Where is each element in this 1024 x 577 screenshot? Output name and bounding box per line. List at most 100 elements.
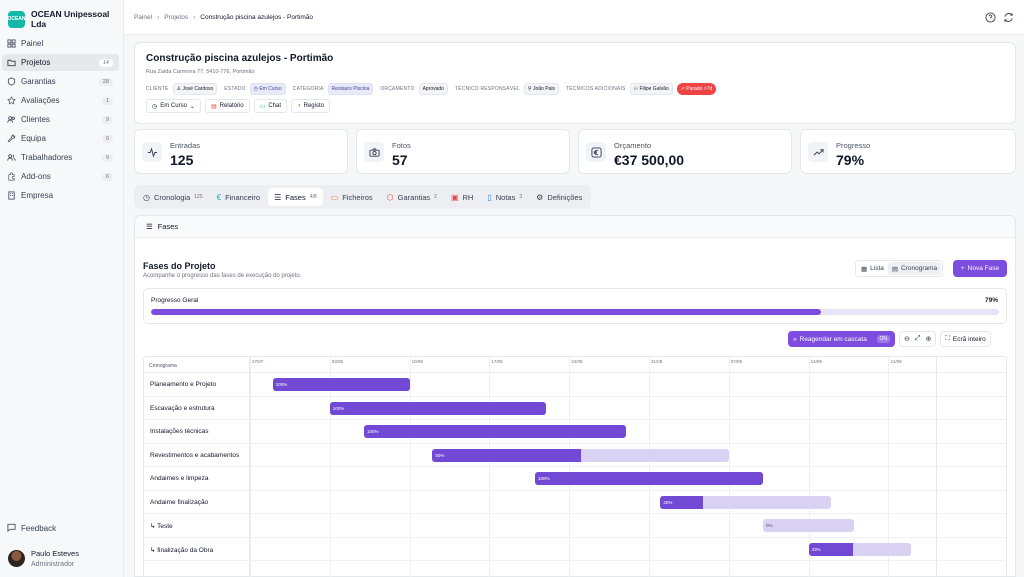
tab-ficheiros[interactable]: ▭ Ficheiros [325,188,379,206]
additional-tech-chip[interactable]: ⚇ Filipe Galvão [629,83,673,95]
gantt-row[interactable]: Revestimentos e acabamentos 50% [144,444,1006,467]
sidebar-item-add-ons[interactable]: Add-ons 6 [2,168,119,185]
stat-value: 125 [170,152,194,168]
zoom-out-icon[interactable]: ⊖ [904,336,910,343]
cascade-reschedule-toggle[interactable]: » Reagendar em cascata ON [788,331,895,347]
meta-label-tecnico: TÉCNICO RESPONSÁVEL [454,86,520,92]
main-content: Construção piscina azulejos - Portimão R… [124,35,1024,577]
expand-icon: ⛶ [945,335,950,342]
log-button[interactable]: ◑ Registo [291,99,330,113]
tab-label: Cronologia [153,192,191,202]
sidebar-item-projetos[interactable]: Projetos 14 [2,54,119,71]
breadcrumb-projetos[interactable]: Projetos [164,14,189,21]
sidebar-item-trabalhadores[interactable]: Trabalhadores 9 [2,149,119,166]
gantt-toolbar: » Reagendar em cascata ON ⊖ ⤢ ⊕ ⛶ Ecrã in… [788,331,991,347]
gantt-row-label: ↳ Teste [150,523,173,530]
brand[interactable]: OCEAN OCEAN Unipessoal Lda [7,9,123,29]
refresh-icon[interactable] [1003,12,1014,25]
tab-financeiro[interactable]: € Financeiro [211,188,266,206]
gantt-bar[interactable]: 25% [660,495,832,509]
trending-up-icon [808,142,828,162]
sidebar-item-clientes[interactable]: Clientes 9 [2,111,119,128]
fullscreen-button[interactable]: ⛶ Ecrã inteiro [940,331,991,347]
fit-icon[interactable]: ⤢ [914,335,921,342]
tab-garantias[interactable]: ⬡ Garantias 2 [381,188,443,206]
message-icon [7,523,16,534]
chat-button[interactable]: ▭ Chat [253,99,287,113]
view-list-button[interactable]: ▦ Lista [857,262,888,275]
gantt-date-label: 21/09 [890,359,902,364]
sidebar-item-label: Painel [21,39,44,48]
phases-panel: ☰ Fases Fases do Projeto Acompanhe o pro… [134,215,1016,577]
gantt-date-label: 03/08 [331,359,344,364]
sidebar-item-avaliacoes[interactable]: Avaliações 1 [2,92,119,109]
panel-header: ☰ Fases [135,216,1015,238]
gantt-bar[interactable]: 100% [364,425,627,438]
status-value: Em Curso [259,86,282,92]
user-profile[interactable]: Paulo Esteves Administrador [8,549,79,568]
cascade-icon: » [793,335,797,343]
gantt-row[interactable]: Instalações técnicas 100% [144,420,1006,444]
tab-definicoes[interactable]: ⚙ Definições [530,188,588,206]
status-chip: ◷ Em Curso [249,83,286,95]
view-list-label: Lista [870,265,884,272]
star-icon [7,96,16,105]
gantt-row[interactable]: ↳ finalização da Obra 43% [144,538,1006,561]
tab-cronologia[interactable]: ◷ Cronologia 125 [137,188,209,206]
section-subtitle: Acompanhe o progresso das fases de execu… [143,273,302,279]
tab-rh[interactable]: ▣ RH [445,188,479,206]
meta-label-orcamento: ORÇAMENTO [380,86,415,92]
client-chip[interactable]: ♙ José Cardoso [172,83,218,95]
stat-card-entradas: Entradas 125 [134,129,348,174]
new-phase-button[interactable]: + Nova Fase [953,260,1007,277]
status-dropdown[interactable]: ◷ Em Curso ⌄ [146,99,201,113]
feedback-link[interactable]: Feedback [7,523,56,534]
gantt-row[interactable]: ↳ Teste 0% [144,514,1006,538]
sidebar-item-count: 6 [101,134,113,143]
breadcrumb-current: Construção piscina azulejos - Portimão [200,14,313,21]
category-chip: Restauro Piscina [327,83,374,95]
overall-progress-fill [151,309,821,315]
topbar: Painel › Projetos › Construção piscina a… [124,0,1024,35]
tab-notas[interactable]: ▯ Notas 3 [481,188,528,206]
help-icon[interactable] [985,12,996,25]
zoom-in-icon[interactable]: ⊕ [925,336,932,343]
stat-card-fotos: Fotos 57 [356,129,570,174]
gantt-gridline [569,357,571,577]
gantt-row-label: Planeamento e Projeto [150,381,217,388]
gantt-gridline [489,357,491,577]
view-gantt-button[interactable]: ▤ Cronograma [887,262,942,275]
calendar-icon: ▤ [891,265,899,273]
gantt-chart: Cronograma 27/07 03/08 10/08 17/08 24/08 31/0… [143,356,1007,577]
gantt-bar[interactable]: 0% [763,519,855,532]
section-title: Fases do Projeto [143,261,216,271]
tab-fases[interactable]: ☰ Fases 4/8 [268,188,323,206]
gantt-row[interactable]: Planeamento e Projeto 100% [144,373,1006,397]
brand-logo: OCEAN [7,10,26,28]
team-icon [7,153,16,162]
gantt-bar[interactable]: 50% [432,448,729,462]
breadcrumb: Painel › Projetos › Construção piscina a… [134,14,313,21]
report-button[interactable]: ▤ Relatório [204,99,250,113]
gantt-bar[interactable]: 100% [272,378,410,391]
gantt-bar[interactable]: 43% [808,542,912,556]
breadcrumb-painel[interactable]: Painel [134,14,153,21]
sidebar-item-equipa[interactable]: Equipa 6 [2,130,119,147]
gantt-bar[interactable]: 100% [329,401,547,415]
sidebar-item-empresa[interactable]: Empresa [2,187,119,204]
gantt-row[interactable]: Andaime finalização 25% [144,491,1006,514]
gantt-bar-label: 100% [332,405,345,411]
gantt-row-label: Escavação e estrutura [150,404,215,412]
sidebar-item-garantias[interactable]: Garantias 28 [2,73,119,90]
gantt-row[interactable]: Andaimes e limpeza 100% [144,467,1006,491]
gantt-row[interactable]: Escavação e estrutura 100% [144,397,1006,420]
sidebar-item-painel[interactable]: Painel [2,35,119,52]
euro-icon: € [216,192,222,202]
gantt-bar[interactable]: 100% [535,472,763,485]
tab-label: Garantias [397,192,431,202]
status-dropdown-label: Em Curso [160,103,187,109]
gantt-gridline [888,357,890,577]
technician-chip[interactable]: ⚲ João Pais [523,83,559,95]
gantt-header: Cronograma [144,357,1006,373]
gear-icon: ⚙ [536,192,544,202]
